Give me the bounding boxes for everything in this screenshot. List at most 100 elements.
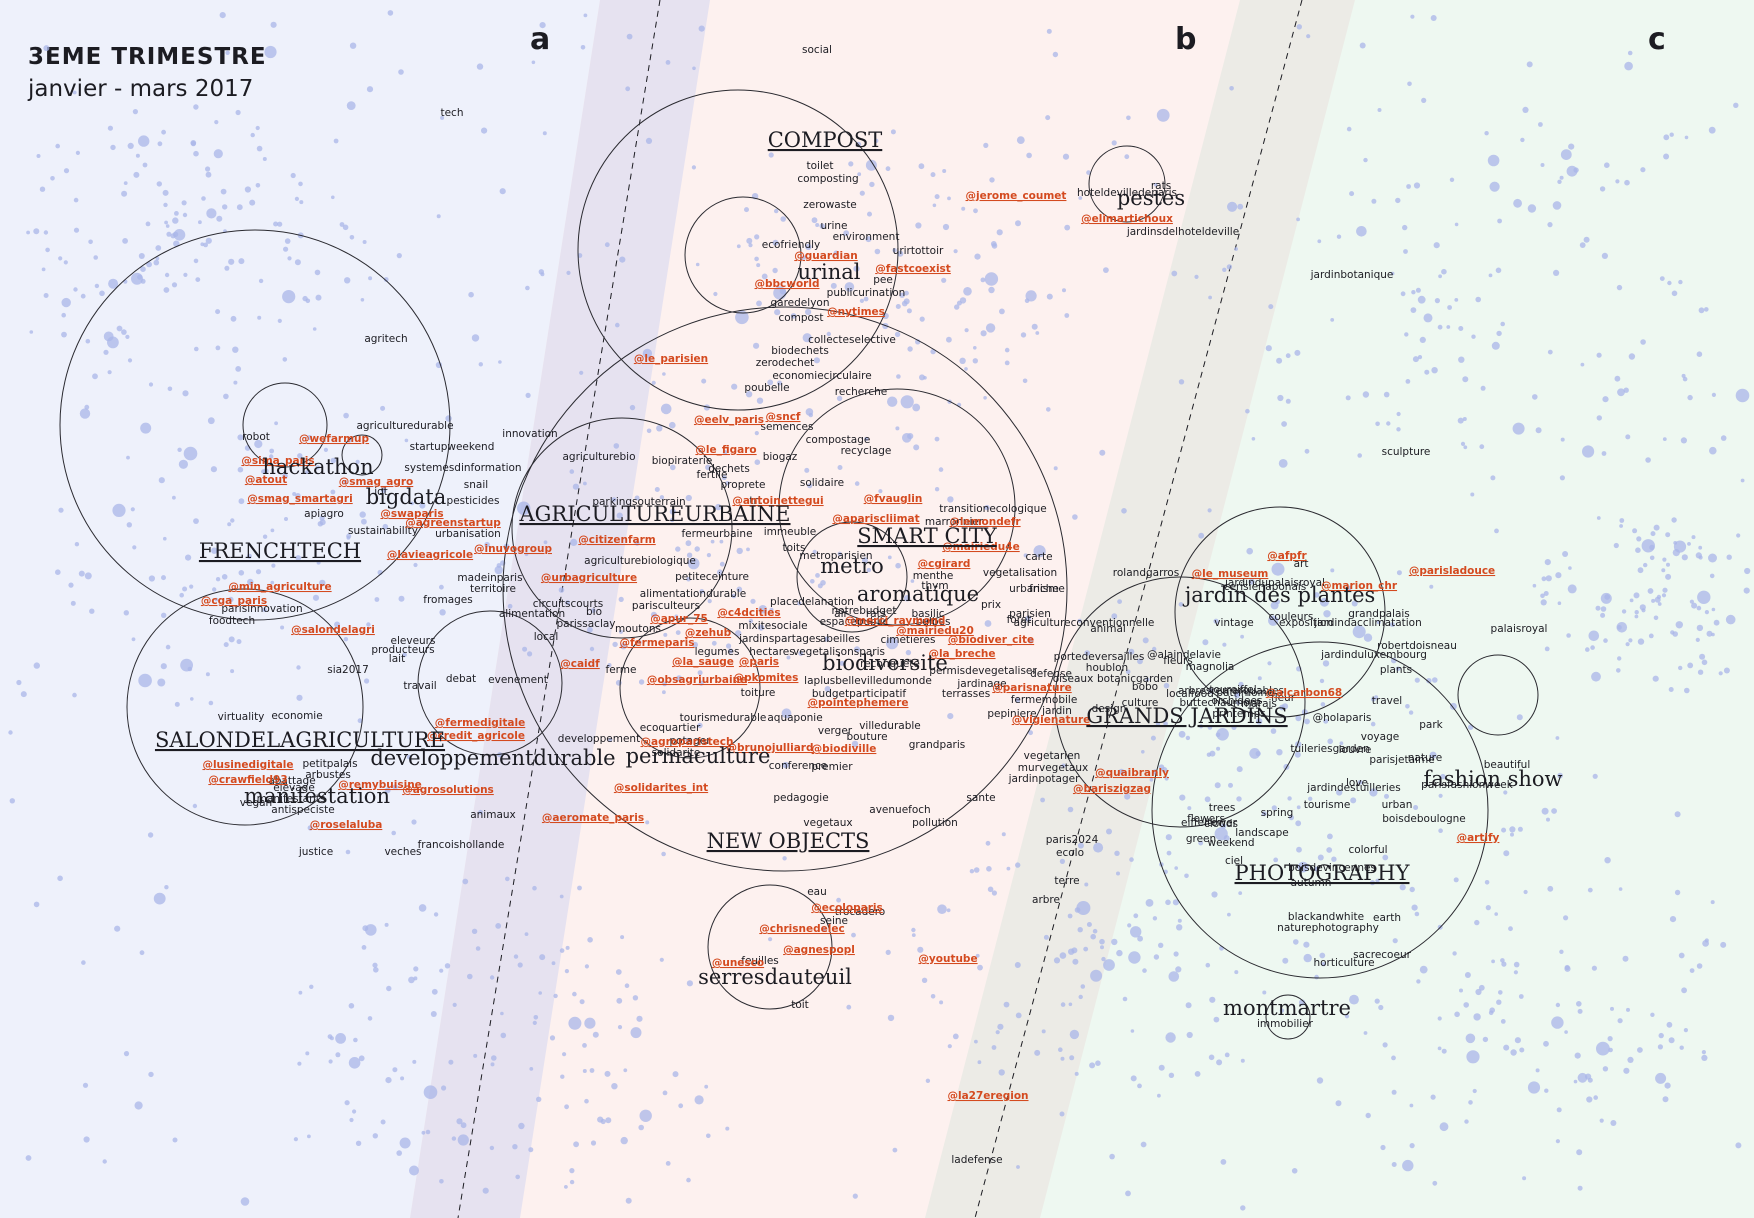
keyword-biogaz: biogaz bbox=[763, 451, 798, 463]
node-dot bbox=[1544, 559, 1551, 566]
node-dot bbox=[1613, 542, 1619, 549]
node-dot bbox=[1657, 602, 1662, 606]
node-dot bbox=[212, 587, 217, 592]
node-dot bbox=[1668, 687, 1674, 692]
node-dot bbox=[820, 580, 826, 586]
node-dot bbox=[1208, 1054, 1215, 1061]
node-dot bbox=[88, 239, 93, 245]
keyword-robertdoisneau: robertdoisneau bbox=[1377, 640, 1457, 652]
node-dot bbox=[1633, 592, 1640, 599]
node-dot bbox=[1618, 887, 1623, 891]
node-dot bbox=[63, 168, 70, 174]
keyword-economie: economie bbox=[271, 710, 322, 722]
node-dot bbox=[925, 1078, 931, 1084]
node-dot bbox=[1567, 584, 1577, 594]
node-dot bbox=[1251, 437, 1256, 441]
node-dot bbox=[632, 995, 639, 1001]
node-dot bbox=[608, 737, 613, 743]
node-dot bbox=[1086, 170, 1091, 175]
node-dot bbox=[1137, 1083, 1142, 1089]
node-dot bbox=[824, 686, 831, 692]
node-dot bbox=[396, 1150, 403, 1156]
node-dot bbox=[1532, 394, 1538, 400]
node-dot bbox=[1103, 959, 1115, 971]
node-dot bbox=[947, 713, 954, 720]
node-dot bbox=[132, 545, 137, 550]
node-dot bbox=[1592, 773, 1598, 779]
cluster-circle bbox=[1151, 641, 1489, 979]
node-dot bbox=[1649, 544, 1655, 551]
node-dot bbox=[1555, 1139, 1560, 1144]
node-dot bbox=[499, 188, 506, 195]
node-dot bbox=[1168, 971, 1180, 982]
node-dot bbox=[273, 221, 279, 227]
node-dot bbox=[1441, 268, 1447, 275]
node-dot bbox=[669, 508, 676, 515]
node-dot bbox=[833, 250, 839, 256]
handle-eelv-paris: @eelv_paris bbox=[694, 414, 764, 426]
node-dot bbox=[160, 663, 167, 670]
node-dot bbox=[706, 553, 712, 558]
node-dot bbox=[1163, 721, 1168, 727]
node-dot bbox=[258, 278, 264, 284]
node-dot bbox=[334, 621, 341, 628]
node-dot bbox=[685, 540, 692, 547]
node-dot bbox=[1689, 599, 1694, 604]
node-dot bbox=[1382, 1042, 1388, 1048]
node-dot bbox=[444, 963, 451, 969]
node-dot bbox=[1158, 942, 1164, 948]
keyword-territoire: territoire bbox=[470, 583, 516, 595]
node-dot bbox=[1430, 15, 1437, 21]
node-dot bbox=[50, 176, 55, 181]
node-dot bbox=[1375, 421, 1380, 427]
node-dot bbox=[439, 1179, 444, 1184]
node-dot bbox=[1294, 349, 1301, 356]
node-dot bbox=[172, 495, 176, 500]
node-dot bbox=[93, 255, 98, 260]
node-dot bbox=[1204, 796, 1211, 803]
keyword-bio: bio bbox=[586, 606, 602, 618]
keyword-marais: marais bbox=[1241, 698, 1277, 710]
node-dot bbox=[1122, 996, 1128, 1002]
node-dot bbox=[228, 596, 234, 603]
node-dot bbox=[1402, 224, 1408, 231]
node-dot bbox=[1494, 528, 1499, 534]
node-dot bbox=[215, 345, 221, 351]
node-dot bbox=[1472, 1088, 1477, 1094]
node-dot bbox=[1532, 583, 1537, 588]
node-dot bbox=[126, 455, 130, 460]
node-dot bbox=[1205, 962, 1211, 968]
cluster-title-biodiversite: biodiversite bbox=[822, 651, 948, 675]
keyword-zerowaste: zerowaste bbox=[803, 199, 857, 211]
node-dot bbox=[692, 66, 696, 71]
node-dot bbox=[1317, 239, 1322, 244]
node-dot bbox=[233, 380, 238, 385]
node-dot bbox=[1439, 1122, 1449, 1132]
node-dot bbox=[1647, 588, 1654, 594]
node-dot bbox=[1124, 154, 1130, 160]
node-dot bbox=[1680, 437, 1687, 444]
node-dot bbox=[236, 204, 243, 211]
node-dot bbox=[1691, 535, 1696, 540]
node-dot bbox=[1662, 557, 1667, 562]
node-dot bbox=[735, 310, 749, 325]
keyword-magnolia: magnolia bbox=[1186, 661, 1235, 673]
cluster-circle bbox=[511, 417, 733, 639]
cluster-title-agricultureurbaine: AGRICULTUREURBAINE bbox=[518, 502, 790, 526]
keyword-abattage: abattage bbox=[268, 775, 315, 787]
node-dot bbox=[721, 475, 727, 481]
node-dot bbox=[1352, 625, 1366, 639]
node-dot bbox=[225, 50, 230, 55]
node-dot bbox=[156, 181, 162, 187]
node-dot bbox=[977, 1060, 982, 1065]
node-dot bbox=[1349, 191, 1355, 197]
handle-citizenfarm: @citizenfarm bbox=[578, 534, 655, 546]
quarter-title: 3EME TRIMESTRE bbox=[28, 44, 267, 70]
node-dot bbox=[339, 222, 345, 227]
keyword-holaparis: @holaparis bbox=[1313, 712, 1372, 724]
node-dot bbox=[147, 832, 154, 838]
node-dot bbox=[846, 1004, 852, 1010]
node-dot bbox=[1454, 1011, 1460, 1018]
handle-alcarbon68: @alcarbon68 bbox=[1266, 687, 1343, 699]
node-dot bbox=[852, 1193, 858, 1199]
